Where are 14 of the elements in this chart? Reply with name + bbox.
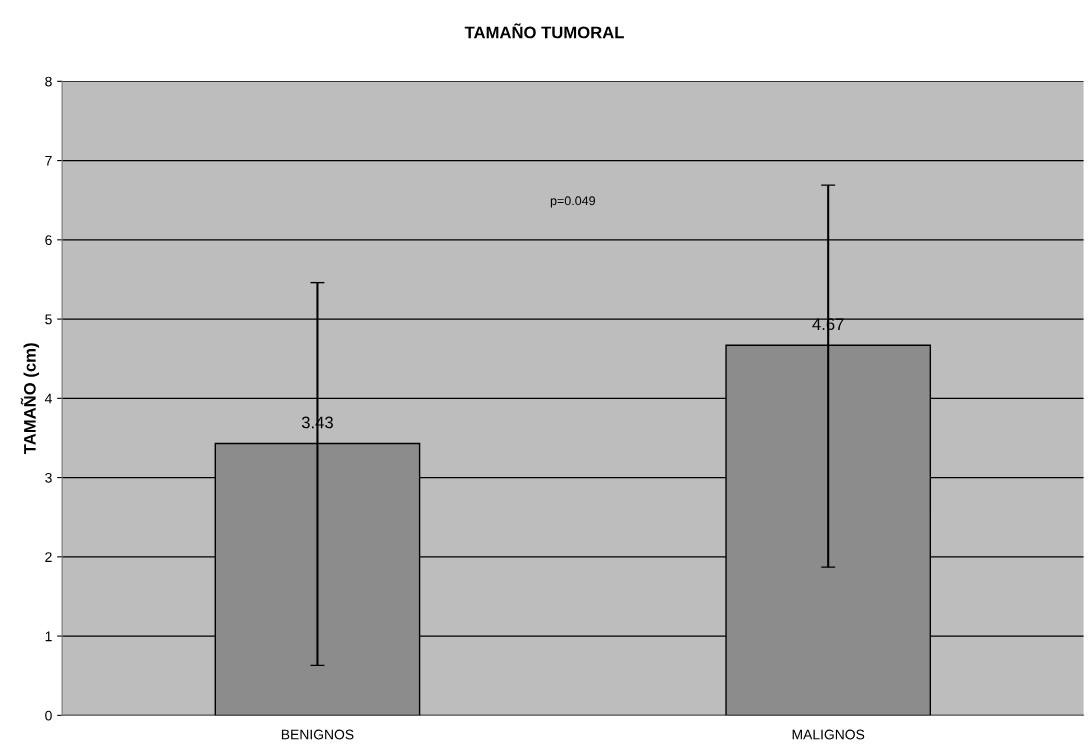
y-tick-label: 8 [45,76,52,87]
y-tick-label: 6 [45,235,52,245]
y-tick-label: 5 [45,314,52,325]
y-tick-label: 1 [45,631,52,642]
x-tick-label: MALIGNOS [792,729,865,740]
y-tick-label: 7 [45,156,52,166]
y-tick-label: 3 [45,472,52,483]
x-tick-label: BENIGNOS [281,729,354,740]
y-axis-title: TAMAÑO (cm) [20,343,40,455]
y-tick-label: 2 [45,552,52,562]
annotation: p=0.049 [550,196,595,208]
y-tick-label: 0 [45,710,52,721]
chart-title: TAMAÑO TUMORAL [464,23,624,39]
y-tick-label: 4 [44,393,52,404]
